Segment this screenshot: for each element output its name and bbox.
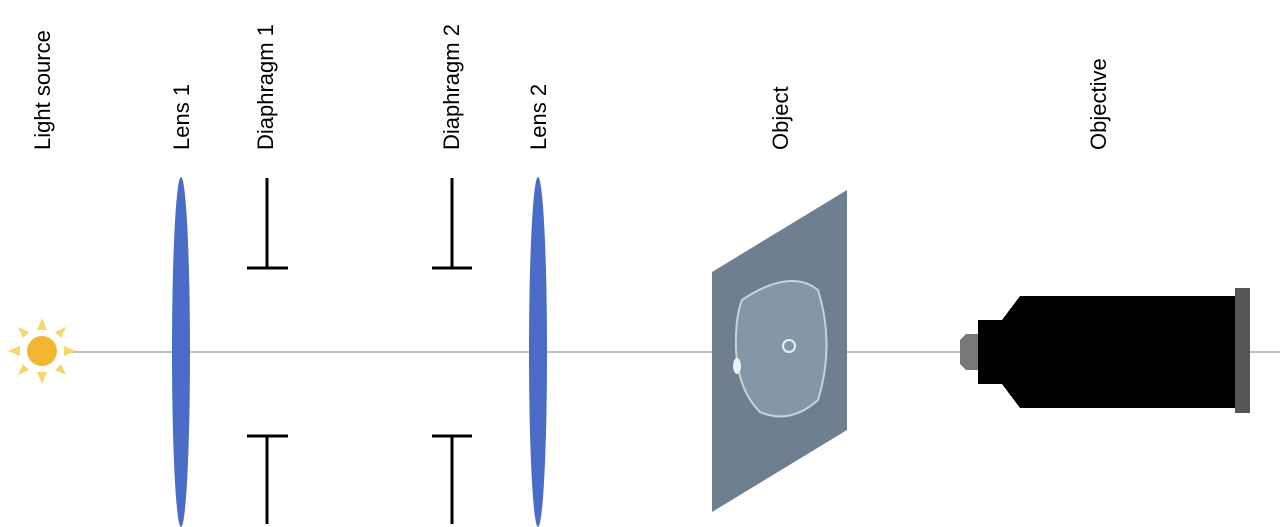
node-label: Diaphragm 2 (439, 24, 464, 150)
diaphragm-2 (432, 178, 472, 524)
node-label: Light source (30, 30, 55, 150)
object-slide (712, 190, 847, 512)
node-label: Diaphragm 1 (253, 24, 278, 150)
lens-1 (172, 177, 190, 527)
node-label: Object (768, 86, 793, 150)
node-label: Lens 2 (526, 84, 551, 150)
lens-2 (529, 177, 547, 527)
sun-icon (8, 318, 76, 384)
node-label: Objective (1086, 58, 1111, 150)
node-label: Lens 1 (169, 84, 194, 150)
diaphragm-1 (247, 178, 288, 524)
objective-icon (960, 288, 1250, 413)
